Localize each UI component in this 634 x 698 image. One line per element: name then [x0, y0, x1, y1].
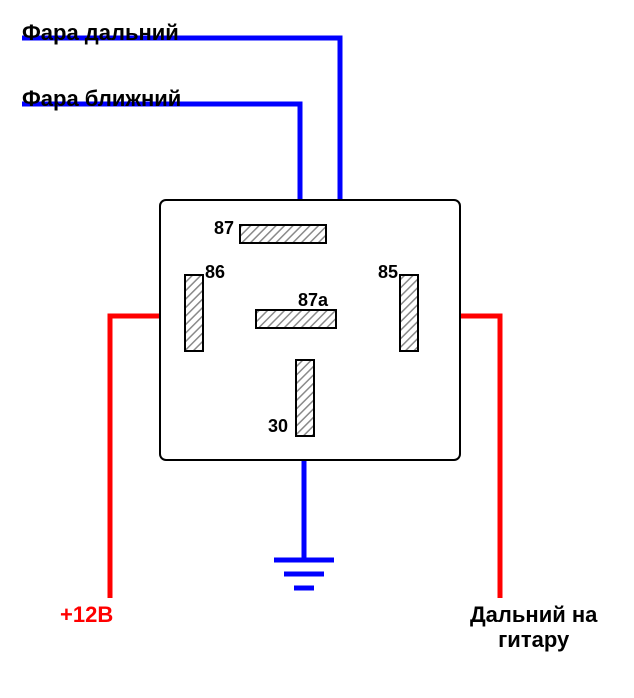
terminal-30 — [296, 360, 314, 436]
wire-blue_high_beam — [22, 38, 340, 225]
terminal-label-87a: 87a — [298, 290, 328, 311]
terminal-87a — [256, 310, 336, 328]
terminal-85 — [400, 275, 418, 351]
terminal-label-87: 87 — [214, 218, 234, 239]
label-to-guitar: Дальний на гитару — [470, 602, 597, 653]
terminal-86 — [185, 275, 203, 351]
terminal-87 — [240, 225, 326, 243]
label-high-beam: Фара дальний — [22, 20, 179, 46]
terminal-label-86: 86 — [205, 262, 225, 283]
terminal-label-85: 85 — [378, 262, 398, 283]
label-plus12v: +12В — [60, 602, 113, 628]
label-low-beam: Фара ближний — [22, 86, 181, 112]
terminal-label-30: 30 — [268, 416, 288, 437]
